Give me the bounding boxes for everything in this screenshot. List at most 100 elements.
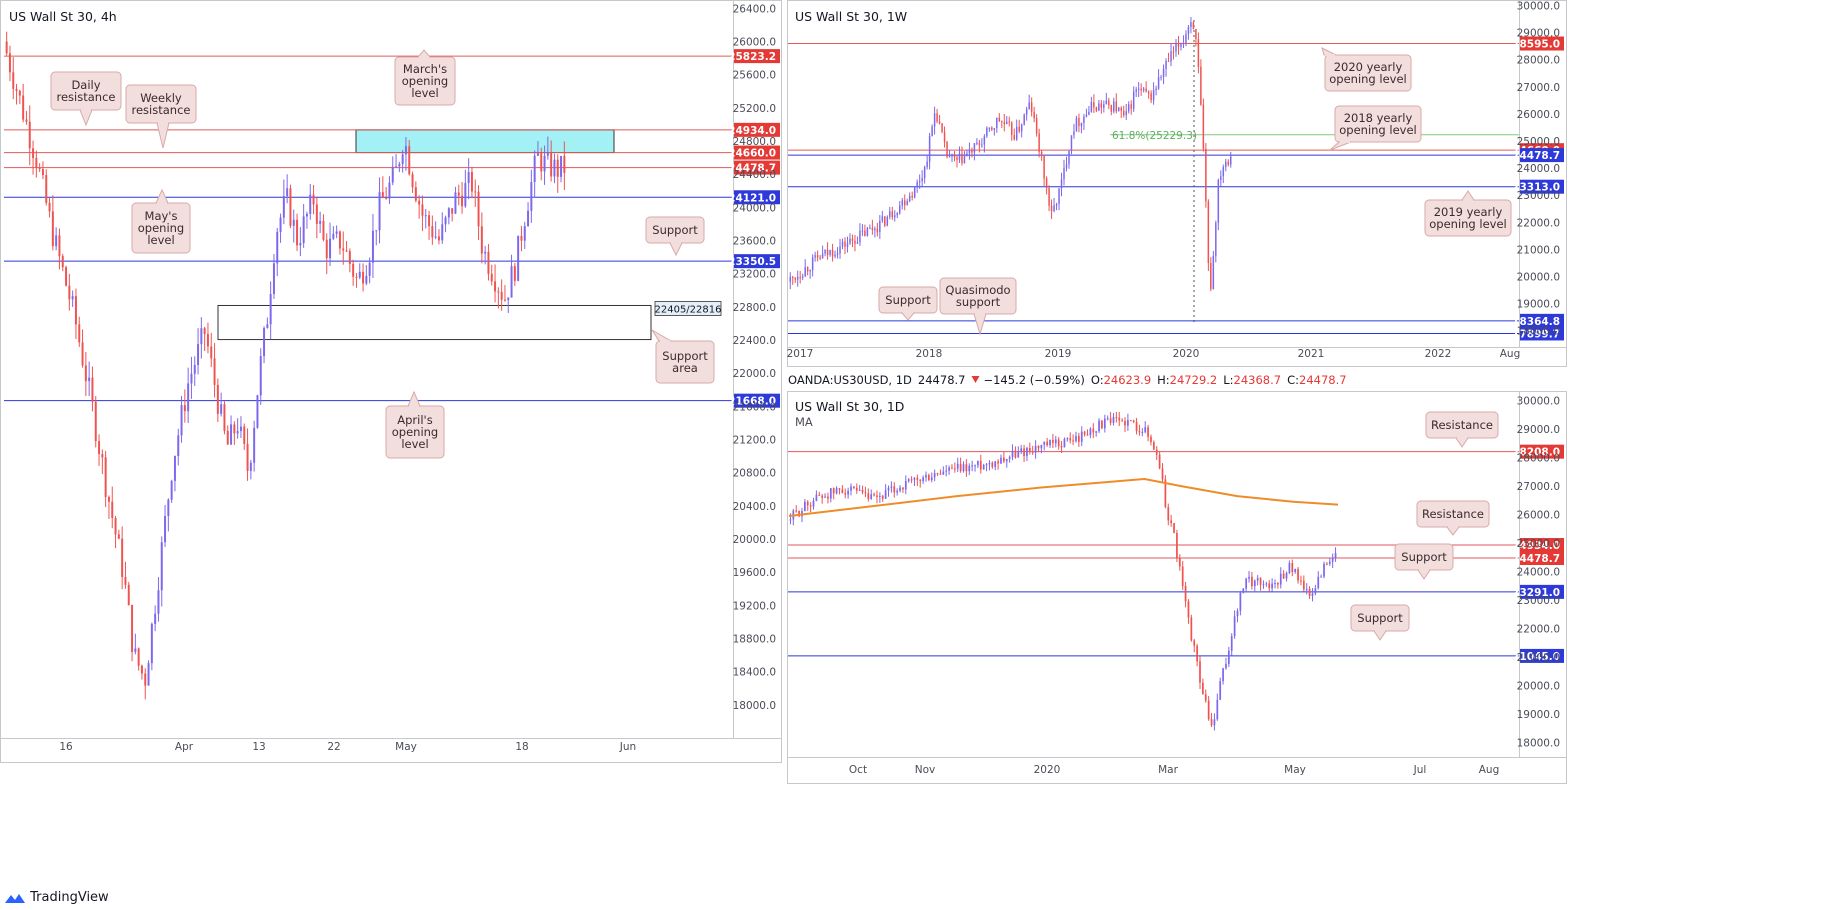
callout-text: 2020 yearly [1334, 60, 1403, 74]
price-tag-label: 21045.0 [1512, 651, 1560, 663]
candle [187, 367, 190, 423]
panel-frames [0, 0, 1567, 784]
candle-body [84, 365, 87, 382]
candle [1118, 106, 1120, 112]
candle-body [428, 215, 431, 227]
candle [871, 219, 874, 235]
candle-body [197, 344, 200, 365]
candle [913, 477, 916, 486]
candle [1253, 579, 1256, 592]
price-tick-label: 26000.0 [1517, 109, 1560, 121]
candle [1245, 577, 1248, 593]
candle-body [961, 153, 963, 164]
candle [424, 208, 427, 229]
candle [928, 473, 930, 482]
candle [911, 191, 913, 201]
callout-text: Quasimodo [945, 283, 1010, 297]
candle-body [170, 480, 173, 500]
candle [256, 394, 259, 429]
candle-body [1158, 454, 1161, 469]
price-tick-label: 21200.0 [733, 434, 776, 446]
price-tick-label: 22000.0 [733, 368, 776, 380]
candle [896, 211, 899, 219]
candle-body [1053, 205, 1055, 212]
candle-body [550, 152, 553, 177]
candle-body [494, 281, 497, 292]
candle-body [1155, 88, 1157, 90]
time-tick-label: 2022 [1425, 348, 1452, 360]
price-tag-box [1520, 313, 1564, 328]
candle-body [1049, 439, 1051, 446]
candle [1323, 561, 1325, 579]
candle [1093, 94, 1095, 113]
callout-pointer [651, 329, 673, 342]
candle-body [804, 267, 806, 277]
candle-body [1118, 417, 1121, 421]
callout-text: May's [145, 209, 178, 223]
candle [993, 127, 996, 136]
price-tag: 21668.0 [728, 393, 780, 408]
candle [411, 171, 414, 193]
price-tag-label: 24478.7 [1512, 553, 1560, 565]
candle-body [962, 464, 965, 472]
candle-body [1164, 479, 1167, 508]
price-tick-label: 21000.0 [1517, 244, 1560, 256]
candle [806, 499, 809, 511]
candle [985, 463, 988, 472]
price-tick-label: 27000.0 [1517, 481, 1560, 493]
price-tick-label: 19000.0 [1517, 709, 1560, 721]
candle [866, 226, 869, 237]
candle [948, 465, 950, 475]
candle [1155, 446, 1158, 460]
candle-body [1320, 576, 1323, 578]
candle-body [1142, 88, 1145, 91]
candle [1050, 199, 1053, 220]
candle [916, 179, 918, 193]
candle [1317, 571, 1320, 590]
d1-chart: 28208.024934.024478.723291.021045.030000… [788, 396, 1564, 776]
candle-body [901, 200, 903, 206]
candle-body [847, 490, 849, 495]
candle [71, 290, 74, 307]
candle [1083, 430, 1086, 437]
candle-body [796, 276, 799, 280]
price-tag-label: 28595.0 [1512, 39, 1560, 51]
candle [1145, 81, 1147, 93]
candle [1054, 435, 1057, 448]
candle [246, 428, 249, 481]
candle-body [345, 250, 348, 252]
candle [395, 154, 398, 168]
candle [1334, 547, 1337, 562]
candle-body [1088, 111, 1090, 115]
candle-body [513, 266, 516, 281]
candle [1008, 455, 1011, 463]
candle [111, 486, 114, 529]
candle [1098, 99, 1100, 112]
price-tick-label: 29000.0 [1517, 28, 1560, 40]
time-tick-label: Oct [849, 764, 867, 776]
footer-branding[interactable]: TradingView [4, 890, 109, 905]
candle [1190, 614, 1193, 642]
candle-body [520, 235, 523, 241]
candle-body [988, 462, 991, 465]
candle [335, 225, 338, 239]
candle-body [1302, 580, 1305, 590]
candle-body [1040, 444, 1043, 449]
candle [1227, 159, 1230, 167]
candle [1175, 39, 1177, 57]
candle [1053, 197, 1055, 213]
candle-body [269, 294, 272, 325]
candle [1001, 120, 1003, 129]
candle-body [375, 230, 378, 232]
candle-body [533, 155, 536, 183]
candle-body [978, 142, 981, 145]
candle-body [921, 178, 923, 182]
candle-body [527, 210, 530, 227]
candle [931, 124, 933, 137]
candle [873, 492, 875, 497]
